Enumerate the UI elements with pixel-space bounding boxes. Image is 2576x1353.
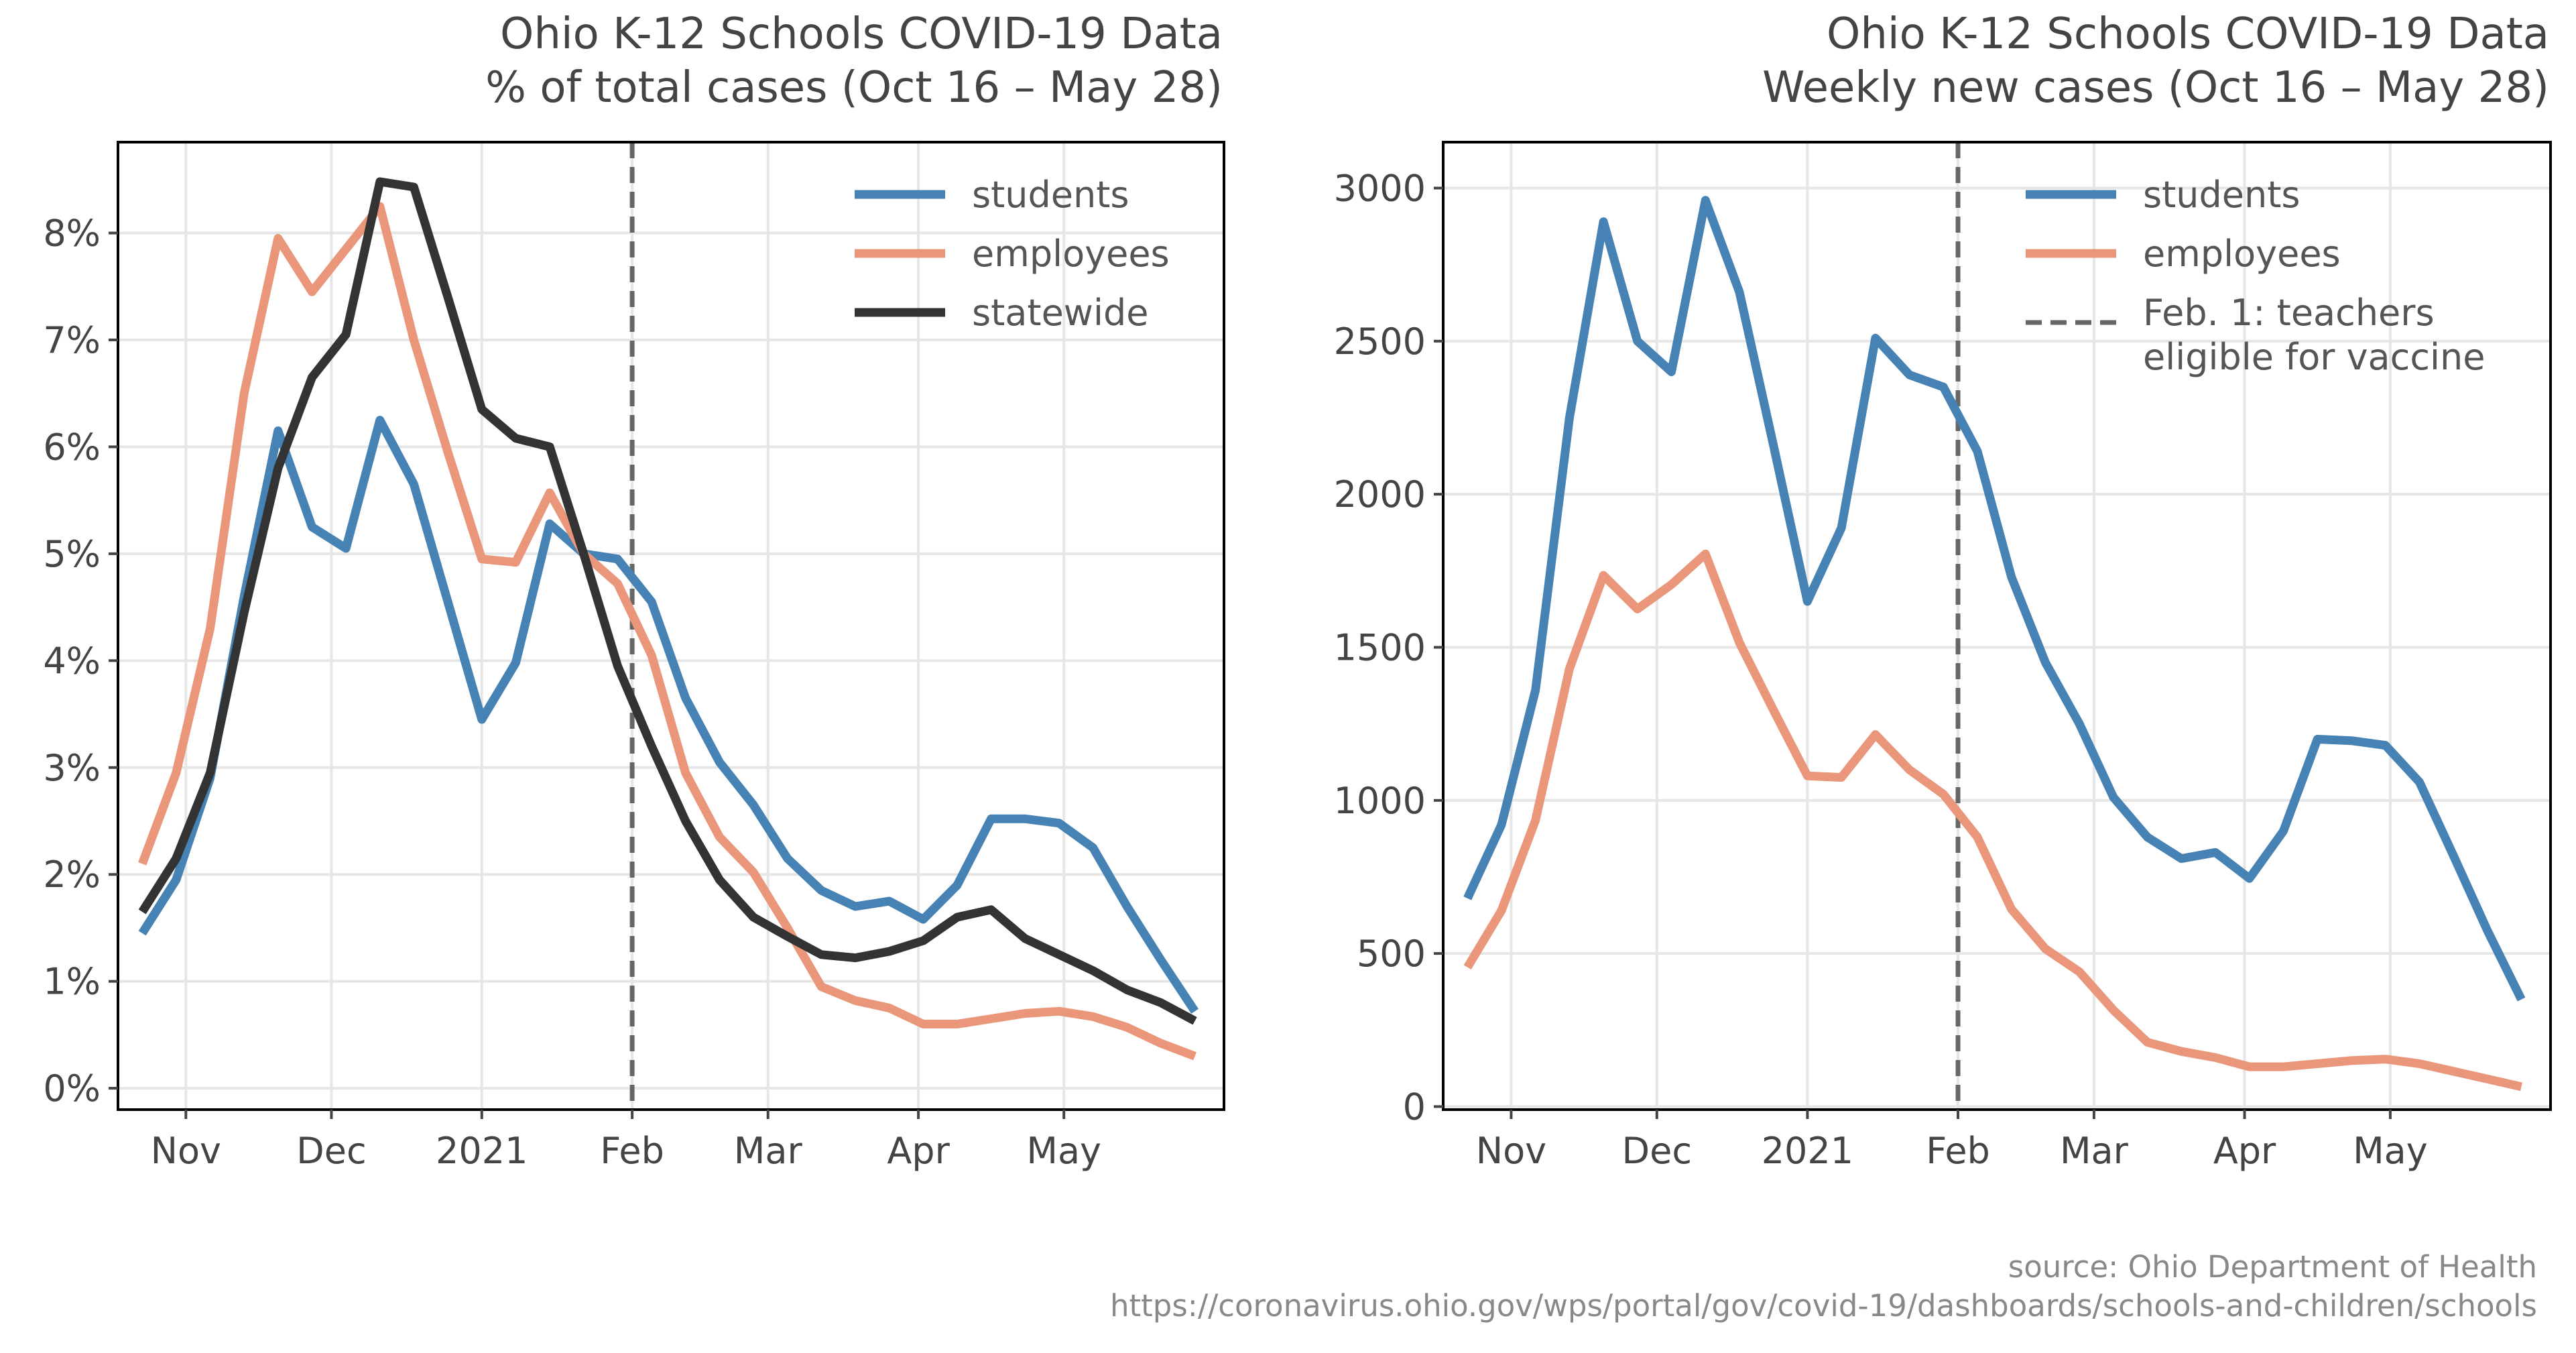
left-ytick-label: 2% — [43, 854, 101, 896]
source-url: https://coronavirus.ohio.gov/wps/portal/… — [1110, 1288, 2537, 1323]
right-legend: students employees Feb. 1: teacherseligibl… — [2026, 174, 2485, 378]
left-xtick-label: 2021 — [436, 1130, 528, 1172]
right-ytick-label: 2500 — [1334, 320, 1426, 363]
left-legend-statewide-label: statewide — [972, 292, 1148, 334]
left-xtick-label: Mar — [734, 1130, 803, 1172]
right-ytick-label: 3000 — [1334, 167, 1426, 209]
right-chart-title: Ohio K-12 Schools COVID-19 Data — [1827, 9, 2549, 59]
right-students-line — [1463, 196, 2526, 1002]
right-employees-line — [1463, 549, 2522, 1092]
source-credit: source: Ohio Department of Health — [2008, 1249, 2537, 1285]
left-y-axis: 0% 1% 2% 3% 4% 5% 6% 7% 8% — [43, 213, 118, 1110]
left-gridlines — [118, 142, 1224, 1110]
right-y-axis: 0 500 1000 1500 2000 2500 3000 — [1334, 167, 1443, 1128]
left-ytick-label: 3% — [43, 747, 101, 789]
right-xtick-label: Nov — [1476, 1130, 1546, 1172]
right-xtick-label: May — [2353, 1130, 2428, 1172]
left-legend-students-label: students — [972, 174, 1129, 216]
right-x-axis: Nov Dec 2021 Feb Mar Apr May — [1476, 1110, 2428, 1172]
left-ytick-label: 1% — [43, 961, 101, 1003]
left-xtick-label: Nov — [151, 1130, 221, 1172]
left-employees-line — [138, 202, 1197, 1061]
right-ytick-label: 1000 — [1334, 780, 1426, 822]
left-xtick-label: Feb — [600, 1130, 664, 1172]
left-chart-panel: 0% 1% 2% 3% 4% 5% 6% 7% 8% Nov Dec 2021 Feb Mar Apr Ma… — [43, 9, 1225, 1172]
right-ytick-label: 500 — [1357, 933, 1426, 975]
left-students-line — [138, 416, 1199, 1014]
right-chart-subtitle: Weekly new cases (Oct 16 – May 28) — [1762, 63, 2549, 113]
right-legend-employees-label: employees — [2143, 233, 2341, 275]
left-ytick-label: 7% — [43, 319, 101, 361]
left-statewide-line — [138, 177, 1197, 1025]
right-legend-students-label: students — [2143, 174, 2301, 216]
left-legend-employees-label: employees — [972, 233, 1170, 275]
right-xtick-label: 2021 — [1762, 1130, 1853, 1172]
right-xtick-label: Apr — [2213, 1130, 2276, 1172]
left-ytick-label: 0% — [43, 1067, 101, 1110]
right-xtick-label: Mar — [2060, 1130, 2129, 1172]
left-chart-title: Ohio K-12 Schools COVID-19 Data — [500, 9, 1223, 59]
left-ytick-label: 5% — [43, 533, 101, 575]
right-plot-frame — [1442, 141, 2552, 1111]
left-xtick-label: Apr — [887, 1130, 950, 1172]
left-plot-frame — [117, 141, 1225, 1111]
right-ytick-label: 1500 — [1334, 626, 1426, 668]
left-legend: students employees statewide — [855, 174, 1170, 334]
left-x-axis: Nov Dec 2021 Feb Mar Apr May — [151, 1110, 1101, 1172]
left-ytick-label: 8% — [43, 213, 101, 255]
right-ytick-label: 2000 — [1334, 473, 1426, 516]
right-chart-panel: 0 500 1000 1500 2000 2500 3000 Nov Dec 2021 Feb Ma… — [1334, 9, 2552, 1172]
left-chart-subtitle: % of total cases (Oct 16 – May 28) — [485, 63, 1223, 113]
left-ytick-label: 4% — [43, 640, 101, 682]
right-xtick-label: Dec — [1622, 1130, 1693, 1172]
left-xtick-label: Dec — [296, 1130, 367, 1172]
right-gridlines — [1443, 142, 2551, 1110]
left-ytick-label: 6% — [43, 426, 101, 468]
left-series-lines — [138, 177, 1199, 1061]
right-series-lines — [1463, 196, 2526, 1092]
right-legend-vline-label: eligible for vaccine — [2143, 336, 2485, 378]
right-legend-vline-label: Feb. 1: teachers — [2143, 292, 2435, 334]
right-xtick-label: Feb — [1926, 1130, 1990, 1172]
right-ytick-label: 0 — [1403, 1085, 1426, 1128]
left-xtick-label: May — [1026, 1130, 1101, 1172]
